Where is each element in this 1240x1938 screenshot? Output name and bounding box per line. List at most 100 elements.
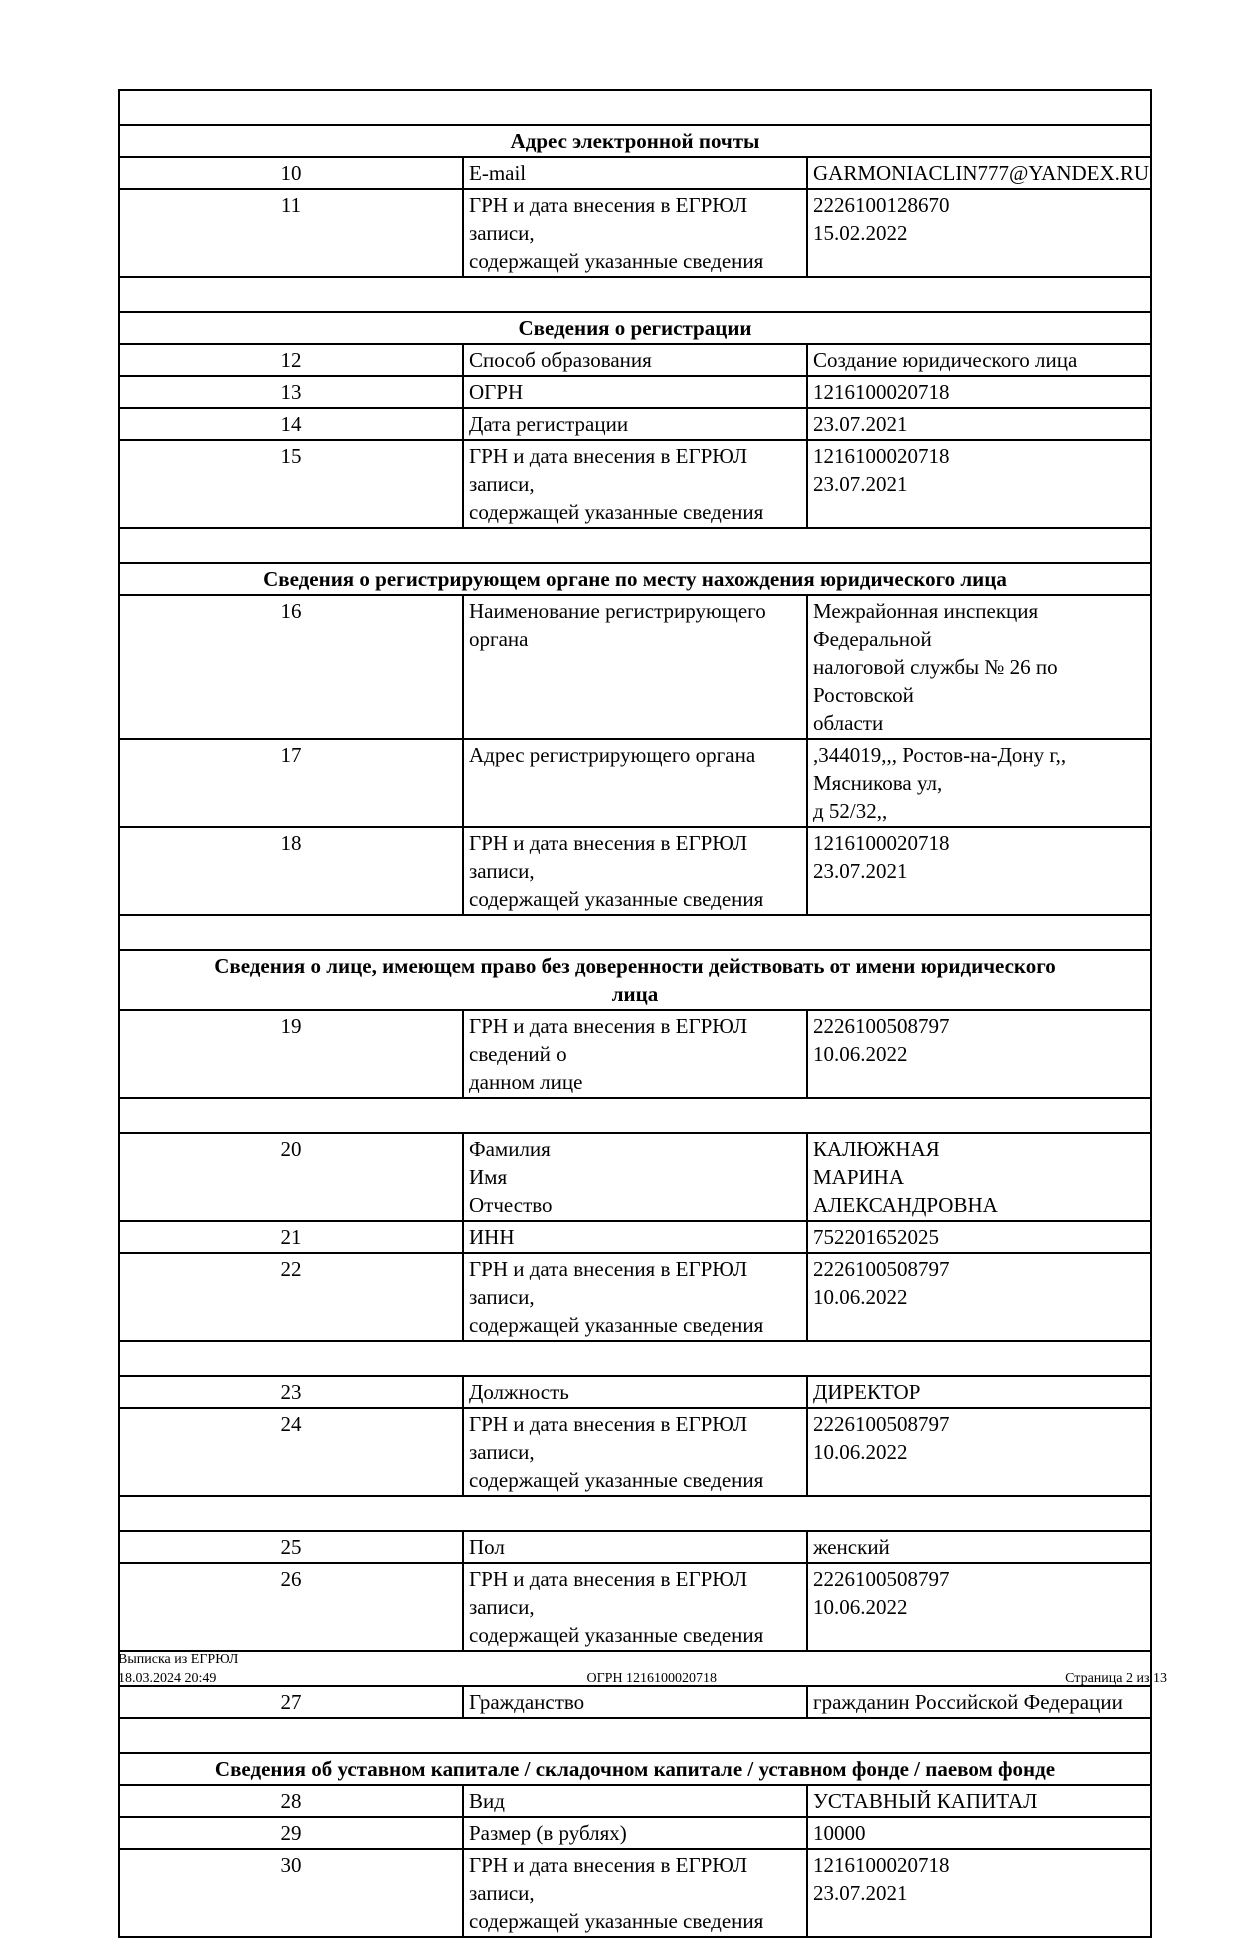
spacer-row	[118, 1097, 1152, 1134]
row-number: 16	[118, 594, 464, 740]
footer-page-number: Страница 2 из 13	[1065, 1671, 1167, 1686]
spacer-cell	[118, 1650, 1152, 1687]
row-number: 26	[118, 1562, 464, 1652]
table-row: 21 ИНН 752201652025	[118, 1220, 1152, 1254]
spacer-cell	[118, 914, 1152, 951]
section-title-line: Сведения о регистрирующем органе по мест…	[263, 567, 1007, 591]
row-label: ГРН и дата внесения в ЕГРЮЛ записи, содер…	[462, 1562, 808, 1652]
spacer-row	[118, 914, 1152, 951]
row-label-line: содержащей указанные сведения	[469, 1313, 764, 1337]
row-label-line: Адрес регистрирующего органа	[469, 743, 756, 767]
table-row: 14 Дата регистрации 23.07.2021	[118, 407, 1152, 441]
row-value-line: АЛЕКСАНДРОВНА	[813, 1193, 998, 1217]
row-value-line: 10.06.2022	[813, 1285, 908, 1309]
section-title-line: Сведения о лице, имеющем право без довер…	[214, 954, 1056, 978]
row-label: ИНН	[462, 1220, 808, 1254]
row-label: Пол	[462, 1530, 808, 1564]
row-number: 23	[118, 1375, 464, 1409]
row-label-line: содержащей указанные сведения	[469, 887, 764, 911]
row-number: 15	[118, 439, 464, 529]
table-row: 11 ГРН и дата внесения в ЕГРЮЛ записи, сод…	[118, 188, 1152, 278]
row-label: ГРН и дата внесения в ЕГРЮЛ записи, содер…	[462, 1407, 808, 1497]
section-title: Сведения о лице, имеющем право без довер…	[118, 949, 1152, 1011]
row-label: ГРН и дата внесения в ЕГРЮЛ записи, содер…	[462, 439, 808, 529]
row-label-line: содержащей указанные сведения	[469, 1909, 764, 1933]
table-row: 13 ОГРН 1216100020718	[118, 375, 1152, 409]
egrul-table-body: Адрес электронной почты 10 E-mail GARMONIAC…	[118, 89, 1152, 1938]
row-value-line: 2226100508797	[813, 1412, 950, 1436]
row-label-line: Способ образования	[469, 348, 652, 372]
row-label-line: ГРН и дата внесения в ЕГРЮЛ записи,	[469, 1853, 748, 1905]
egrul-table: Адрес электронной почты 10 E-mail GARMONIAC…	[118, 89, 1152, 1938]
section-header-row: Сведения о лице, имеющем право без довер…	[118, 949, 1152, 1011]
row-number: 21	[118, 1220, 464, 1254]
row-value-line: 1216100020718	[813, 444, 950, 468]
row-label: ГРН и дата внесения в ЕГРЮЛ сведений о да…	[462, 1009, 808, 1099]
row-label-line: Имя	[469, 1165, 508, 1189]
section-header-row: Сведения о регистрации	[118, 311, 1152, 345]
table-row: 30 ГРН и дата внесения в ЕГРЮЛ записи, сод…	[118, 1848, 1152, 1938]
section-header-row: Сведения об уставном капитале / складочн…	[118, 1752, 1152, 1786]
row-value: 23.07.2021	[806, 407, 1152, 441]
row-label-line: Размер (в рублях)	[469, 1821, 627, 1845]
table-row: 15 ГРН и дата внесения в ЕГРЮЛ записи, сод…	[118, 439, 1152, 529]
row-value-line: 10.06.2022	[813, 1042, 908, 1066]
row-value-line: д 52/32,,	[813, 799, 888, 823]
row-label-line: Дата регистрации	[469, 412, 629, 436]
row-label-line: Должность	[469, 1380, 569, 1404]
spacer-row	[118, 1495, 1152, 1532]
row-value: 2226100508797 10.06.2022	[806, 1252, 1152, 1342]
row-value-line: 23.07.2021	[813, 472, 908, 496]
table-row: 23 Должность ДИРЕКТОР	[118, 1375, 1152, 1409]
row-value: 1216100020718 23.07.2021	[806, 439, 1152, 529]
row-value-line: 1216100020718	[813, 831, 950, 855]
row-label-line: Пол	[469, 1535, 505, 1559]
row-value: 2226100508797 10.06.2022	[806, 1009, 1152, 1099]
footer-ogrn: ОГРН 1216100020718	[586, 1671, 718, 1686]
row-number: 17	[118, 738, 464, 828]
row-number: 24	[118, 1407, 464, 1497]
row-value: 1216100020718 23.07.2021	[806, 1848, 1152, 1938]
table-row: 29 Размер (в рублях) 10000	[118, 1816, 1152, 1850]
egrul-extract-page: Адрес электронной почты 10 E-mail GARMONIAC…	[118, 89, 1167, 1938]
table-row: 18 ГРН и дата внесения в ЕГРЮЛ записи, сод…	[118, 826, 1152, 916]
row-label-line: содержащей указанные сведения	[469, 500, 764, 524]
row-label: ГРН и дата внесения в ЕГРЮЛ записи, содер…	[462, 1848, 808, 1938]
footer-doc-type: Выписка из ЕГРЮЛ	[118, 1652, 239, 1667]
row-value-line: налоговой службы № 26 по Ростовской	[813, 655, 1058, 707]
section-title: Сведения о регистрирующем органе по мест…	[118, 562, 1152, 596]
row-label: Вид	[462, 1784, 808, 1818]
row-number: 18	[118, 826, 464, 916]
row-value-line: женский	[813, 1535, 890, 1559]
row-value: гражданин Российской Федерации	[806, 1685, 1152, 1719]
row-label-line: Отчество	[469, 1193, 553, 1217]
section-title-line: Сведения об уставном капитале / складочн…	[214, 1757, 1056, 1781]
row-number: 13	[118, 375, 464, 409]
row-label: ГРН и дата внесения в ЕГРЮЛ записи, содер…	[462, 188, 808, 278]
section-title: Сведения о регистрации	[118, 311, 1152, 345]
row-number: 25	[118, 1530, 464, 1564]
row-value-line: 2226100508797	[813, 1014, 950, 1038]
table-row: 24 ГРН и дата внесения в ЕГРЮЛ записи, сод…	[118, 1407, 1152, 1497]
table-row: 16 Наименование регистрирующего органа Меж…	[118, 594, 1152, 740]
section-title-line: лица	[611, 982, 659, 1006]
row-label-line: ИНН	[469, 1225, 515, 1249]
row-number: 29	[118, 1816, 464, 1850]
table-row: 17 Адрес регистрирующего органа ,344019,,,…	[118, 738, 1152, 828]
spacer-cell	[118, 89, 1152, 126]
row-value-line: 2226100508797	[813, 1257, 950, 1281]
row-value: 1216100020718	[806, 375, 1152, 409]
row-value: ДИРЕКТОР	[806, 1375, 1152, 1409]
spacer-row	[118, 89, 1152, 126]
row-value: ,344019,,, Ростов-на-Дону г,, Мясникова …	[806, 738, 1152, 828]
row-label: ГРН и дата внесения в ЕГРЮЛ записи, содер…	[462, 826, 808, 916]
row-label-line: ГРН и дата внесения в ЕГРЮЛ записи,	[469, 193, 748, 245]
row-label: ГРН и дата внесения в ЕГРЮЛ записи, содер…	[462, 1252, 808, 1342]
section-title-line: Сведения о регистрации	[518, 316, 752, 340]
row-label-line: содержащей указанные сведения	[469, 1468, 764, 1492]
row-number: 19	[118, 1009, 464, 1099]
table-row: 25 Пол женский	[118, 1530, 1152, 1564]
row-number: 22	[118, 1252, 464, 1342]
spacer-cell	[118, 527, 1152, 564]
row-label: Фамилия Имя Отчество	[462, 1132, 808, 1222]
